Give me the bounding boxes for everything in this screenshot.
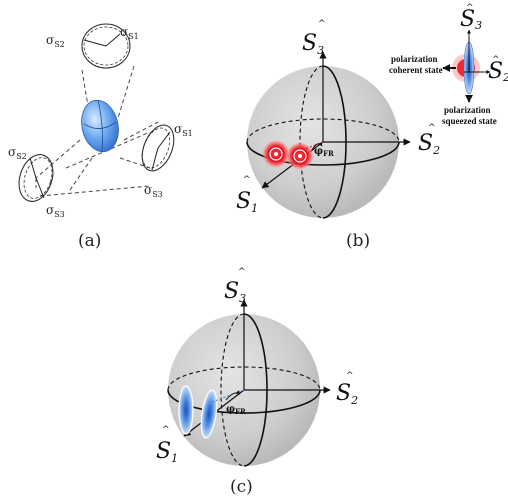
panel-a-top-left-label: σS2 [46, 33, 65, 49]
inset-squeezed-line1: polarization [444, 105, 491, 115]
panel-b-s1-hat: ^ [243, 175, 251, 185]
inset-s3-hat: ^ [466, 3, 474, 13]
panel-b: φFR ^ S3 ^ S2 ^ S1 ^ S3 ^ S2 polarizatio… [236, 3, 508, 251]
panel-c-angle-arc [225, 390, 241, 401]
inset-s2-label: S2 [488, 59, 508, 84]
panel-c-equator-front [167, 389, 321, 414]
inset-squeezed-line2: squeezed state [442, 116, 497, 126]
panel-c-s1-hat: ^ [162, 425, 170, 435]
panel-b-s2-hat: ^ [428, 123, 436, 133]
panel-a-left-disk [18, 154, 54, 202]
panel-a-right-bottom-label: σS3 [144, 183, 163, 199]
panel-c-s1-label: S1 [156, 439, 178, 465]
panel-a-top-disk [81, 23, 131, 69]
panel-c-s2-label: S2 [336, 381, 358, 407]
inset-s2-hat: ^ [492, 55, 500, 65]
panel-a-top-right-label: σS1 [120, 25, 139, 41]
panel-a-left-top-label: σS2 [8, 145, 27, 161]
panel-b-equator-front [246, 141, 400, 166]
panel-c-s3-hat: ^ [238, 267, 246, 277]
inset-s3-label: S3 [460, 7, 482, 32]
panel-b-inset: ^ S3 ^ S2 polarization coherent state po… [389, 3, 508, 126]
panel-b-angle-arc [311, 141, 323, 151]
panel-b-caption: (b) [346, 231, 370, 251]
panel-a-right-disk [141, 124, 175, 172]
panel-b-angle-label: φFR [314, 146, 334, 158]
panel-a-left-bottom-label: σS3 [46, 203, 65, 219]
panel-b-s3-label: S3 [302, 31, 324, 57]
panel-c-s2-hat: ^ [346, 371, 354, 381]
panel-b-s2-label: S2 [418, 131, 440, 157]
panel-b-s3-hat: ^ [318, 19, 326, 29]
panel-b-s1-label: S1 [236, 189, 258, 215]
panel-c-squeezed-state-1 [178, 385, 194, 435]
panel-a-right-top-label: σS1 [174, 122, 193, 138]
inset-coherent-line1: polarization [391, 54, 438, 64]
panel-c-caption: (c) [230, 477, 253, 497]
panel-a-ellipsoid [81, 99, 119, 153]
panel-c: φFR ^ S3 ^ S2 ^ S1 (c) [156, 267, 358, 497]
inset-coherent-line2: coherent state [389, 65, 443, 75]
panel-a: σS2 σS1 σS1 σS3 σS2 σS3 (a) [8, 23, 193, 251]
panel-a-caption: (a) [78, 231, 101, 251]
panel-c-s3-label: S3 [224, 279, 246, 305]
panel-c-angle-label: φFR [226, 404, 246, 416]
